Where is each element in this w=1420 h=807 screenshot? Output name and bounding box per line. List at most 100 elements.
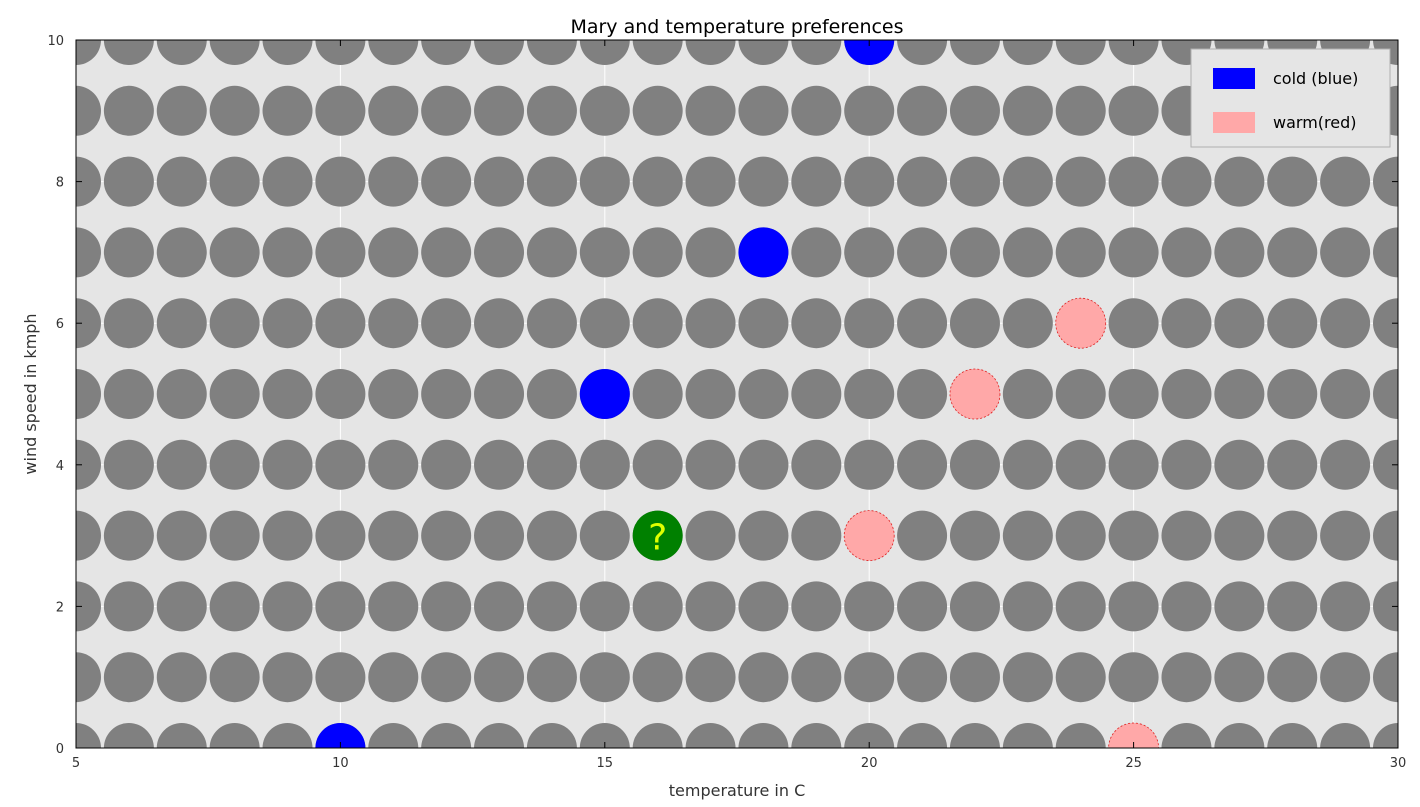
background-point [632, 40, 683, 65]
background-point [1108, 85, 1159, 136]
background-point [1214, 227, 1265, 278]
background-point [526, 298, 577, 349]
background-point [156, 227, 207, 278]
background-point [421, 40, 472, 65]
background-point [844, 652, 895, 703]
background-point [844, 369, 895, 419]
background-point [579, 298, 630, 349]
background-point [1161, 652, 1212, 703]
background-point [156, 156, 207, 207]
warm-point [1108, 722, 1159, 748]
y-tick-label: 8 [56, 176, 64, 191]
background-point [1108, 369, 1159, 419]
background-point [632, 581, 683, 632]
background-point [579, 40, 630, 65]
background-point [368, 40, 419, 65]
background-point [474, 652, 525, 703]
plot-frame [75, 39, 1399, 749]
background-point [262, 581, 313, 632]
background-point [262, 510, 313, 561]
background-point [791, 581, 842, 632]
background-point [209, 369, 260, 419]
background-point [474, 40, 525, 65]
background-point [526, 227, 577, 278]
cold-point [579, 369, 630, 419]
background-point [738, 439, 789, 490]
background-point [421, 85, 472, 136]
background-point [791, 85, 842, 136]
background-point [791, 298, 842, 349]
background-point [368, 723, 419, 748]
background-point [1002, 369, 1053, 419]
background-point [526, 369, 577, 419]
background-point [632, 85, 683, 136]
background-point [368, 439, 419, 490]
background-point [791, 652, 842, 703]
y-tick-label: 2 [56, 600, 64, 615]
background-point [156, 439, 207, 490]
background-point [76, 85, 101, 136]
background-point [76, 369, 101, 419]
background-point [897, 156, 948, 207]
background-point [949, 652, 1000, 703]
x-tick-label: 25 [1125, 756, 1142, 771]
background-point [897, 581, 948, 632]
background-point [76, 40, 101, 65]
background-point [1320, 723, 1371, 748]
background-point [368, 227, 419, 278]
background-point [1002, 723, 1053, 748]
background-point [209, 439, 260, 490]
cold-point [844, 40, 895, 65]
background-point [315, 510, 366, 561]
background-point [1320, 439, 1371, 490]
legend-label-cold: cold (blue) [1273, 69, 1358, 88]
background-point [526, 439, 577, 490]
x-tick-label: 30 [1390, 756, 1407, 771]
background-point [897, 369, 948, 419]
background-point [685, 581, 736, 632]
background-point [1373, 510, 1398, 561]
background-point [632, 369, 683, 419]
x-tick-label: 20 [861, 756, 878, 771]
background-point [1320, 581, 1371, 632]
background-point [156, 40, 207, 65]
background-point [421, 156, 472, 207]
background-point [1320, 156, 1371, 207]
background-point [579, 85, 630, 136]
background-point [1055, 652, 1106, 703]
background-point [262, 298, 313, 349]
background-point [1161, 227, 1212, 278]
chart-title: Mary and temperature preferences [570, 16, 903, 38]
background-point [791, 227, 842, 278]
background-point [315, 581, 366, 632]
background-point [897, 298, 948, 349]
x-tick-label: 15 [597, 756, 614, 771]
background-point [685, 298, 736, 349]
background-point [103, 85, 154, 136]
background-point [949, 227, 1000, 278]
background-point [949, 85, 1000, 136]
background-point [76, 439, 101, 490]
background-point [156, 298, 207, 349]
background-point [949, 581, 1000, 632]
background-point [1161, 581, 1212, 632]
background-point [1161, 510, 1212, 561]
background-point [474, 298, 525, 349]
background-point [1055, 227, 1106, 278]
background-point [421, 723, 472, 748]
background-point [315, 40, 366, 65]
x-axis-label: temperature in C [669, 781, 806, 800]
background-point [1108, 40, 1159, 65]
background-point [103, 298, 154, 349]
background-point [526, 510, 577, 561]
background-point [526, 723, 577, 748]
background-point [1108, 156, 1159, 207]
background-point [315, 652, 366, 703]
y-tick-label: 0 [56, 742, 64, 757]
cold-point [315, 723, 366, 748]
background-point [103, 227, 154, 278]
background-point [632, 156, 683, 207]
background-point [421, 369, 472, 419]
background-point [1161, 439, 1212, 490]
